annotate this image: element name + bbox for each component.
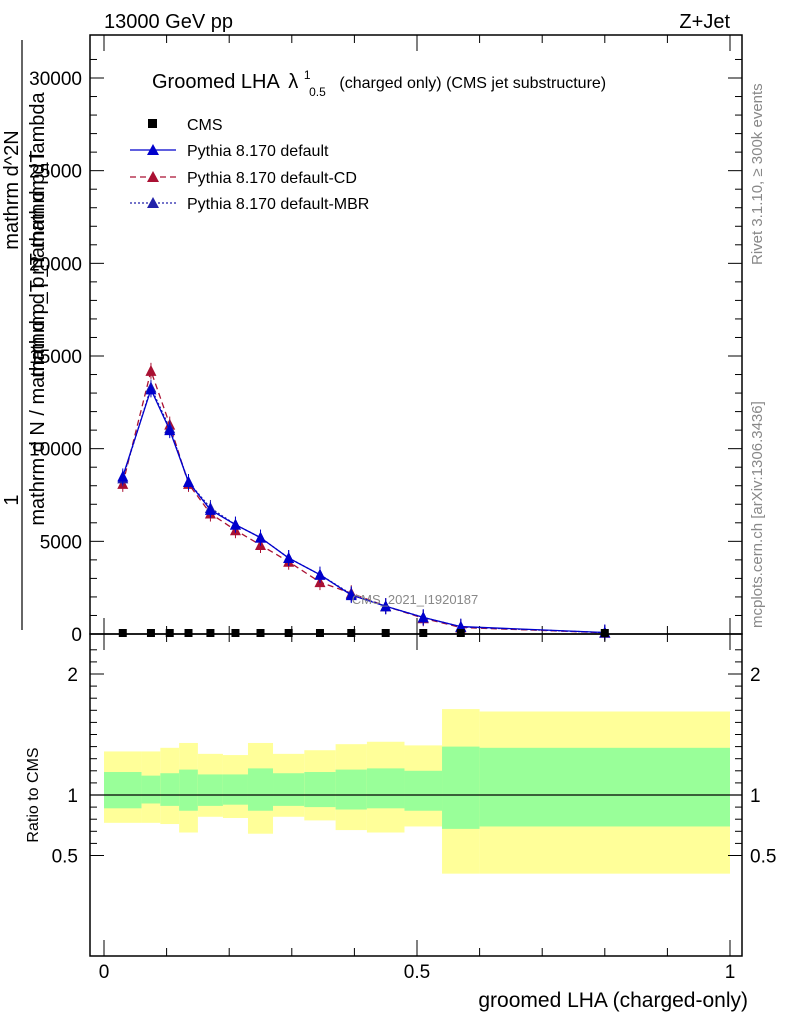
main-ytick-label: 25000 [29,162,82,183]
ratio-ytick-label: 1 [67,786,78,807]
legend-marker-mbr [147,197,159,208]
series-line-1 [122,387,605,634]
series-marker-1 [255,531,266,543]
series-marker-1 [345,589,357,601]
series-marker-1 [283,552,295,564]
legend-label-default: Pythia 8.170 default [187,143,329,160]
x-axis-label: groomed LHA (charged-only) [478,989,748,1012]
series-marker-1 [204,503,216,515]
series-marker-1 [455,620,467,632]
ratio-inner-band [304,772,336,808]
ratio-inner-band [222,774,248,805]
main-ytick-label: 30000 [29,69,82,90]
rivet-label: Rivet 3.1.10, ≥ 300k events [749,83,766,265]
main-ytick-label: 20000 [29,254,82,275]
cms-data-point [284,629,293,637]
ratio-inner-band [404,770,443,811]
ratio-y-axis-label: Ratio to CMS [25,747,42,842]
ratio-ytick-label: 0.5 [52,847,78,868]
ratio-inner-band [104,772,142,809]
ylabel-denominator-1: mathrm d N / mathrm d p_T mathrm d p_T [27,150,49,525]
legend-label-mbr: Pythia 8.170 default-MBR [187,196,369,213]
series-marker-1 [417,611,429,623]
series-marker-1 [117,470,129,482]
legend-label-cd: Pythia 8.170 default-CD [187,170,357,187]
ratio-axis-ticks: 0.5 0.5 1 1 2 2 0 0.5 1 [52,634,776,983]
analysis-watermark: CMS_2021_I1920187 [352,592,479,607]
cms-data-point [165,629,174,637]
xtick-label: 0 [99,962,110,983]
main-panel: 0 5000 10000 15000 20000 25000 30000 CMS_2021_… [1,34,743,646]
ratio-frame [89,633,743,957]
ylabel-denominator-2: mathrm d p_T mathrm d lambda [27,91,49,377]
main-ytick-label: 10000 [29,440,82,461]
ratio-ytick-label-right: 0.5 [750,847,776,868]
ratio-ytick-label: 2 [67,665,78,686]
ratio-inner-band [141,775,161,804]
series-marker-1 [380,600,392,612]
main-axis-ticks: 0 5000 10000 15000 20000 25000 30000 [29,35,742,646]
legend-marker-cd [147,171,159,182]
cms-data-point [118,629,127,637]
main-ytick-label: 0 [71,625,82,646]
ratio-ytick-label-right: 2 [750,665,761,686]
cms-data-point [456,629,465,637]
xtick-label: 0.5 [404,962,430,983]
title-subscript: 0.5 [309,85,326,99]
series-marker-1 [183,476,195,488]
title-rest: (charged only) (CMS jet substructure) [339,75,606,92]
cms-data-point [347,629,356,637]
ratio-inner-band [479,747,730,827]
ratio-inner-band [273,773,305,806]
title-lambda: λ [288,71,298,93]
series-marker-1 [229,518,241,530]
main-ytick-label: 15000 [29,347,82,368]
energy-label: 13000 GeV pp [104,11,233,33]
main-y-axis-label: 1 mathrm d N / mathrm d p_T mathrm d p_T… [1,40,49,630]
ratio-inner-band [160,773,180,806]
ratio-inner-band [179,769,198,811]
ratio-inner-band [197,774,223,806]
series-marker-1 [145,383,157,395]
xtick-label: 1 [725,962,736,983]
title-superscript: 1 [304,68,311,82]
cms-data-point [315,629,324,637]
ylabel-numerator: mathrm d^2N [1,130,23,249]
cms-data-point [206,629,215,637]
cms-data-point [184,629,193,637]
cms-data-point [600,629,609,637]
legend-marker-default [147,144,159,155]
ylabel-one: 1 [1,494,23,505]
cms-data-point [146,629,155,637]
series-marker-1 [314,568,326,580]
ratio-panel: 0.5 0.5 1 1 2 2 0 0.5 1 Ratio to CMS [25,633,776,983]
process-label: Z+Jet [679,11,730,33]
ratio-inner-band [442,746,480,829]
plot-title: Groomed LHA λ 1 0.5 (charged only) (CMS … [152,62,606,101]
legend-marker-cms [148,119,157,128]
cms-data-point [231,629,240,637]
cms-data-point [381,629,390,637]
mcplots-label: mcplots.cern.ch [arXiv:1306.3436] [749,401,766,628]
main-ytick-label: 5000 [40,532,82,553]
cms-data-point [256,629,265,637]
ratio-bands [104,709,730,874]
title-main: Groomed LHA [152,71,280,93]
legend-label-cms: CMS [187,117,223,134]
ratio-ytick-label-right: 1 [750,786,761,807]
cms-data-point [419,629,428,637]
series-marker-2 [145,364,157,376]
series-marker-1 [164,424,176,436]
ratio-inner-band [247,768,274,811]
ratio-inner-band [335,769,367,810]
ratio-inner-band [366,768,405,809]
legend: CMS Pythia 8.170 default Pythia 8.170 de… [130,117,369,213]
